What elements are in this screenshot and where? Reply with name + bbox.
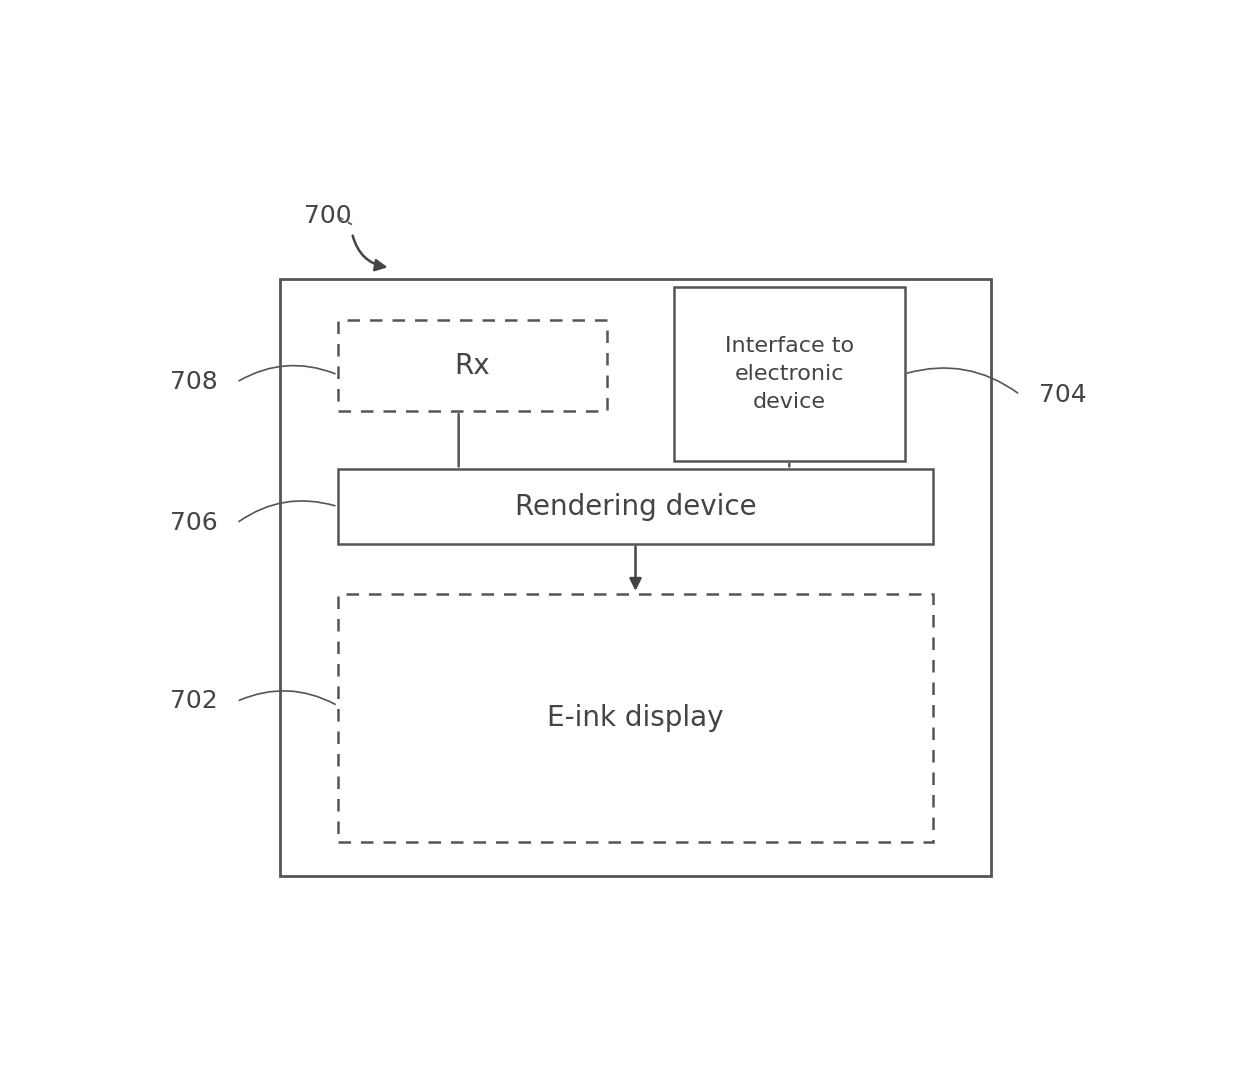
Text: 700: 700: [304, 205, 352, 228]
Text: 706: 706: [170, 512, 217, 535]
Text: 704: 704: [1039, 382, 1087, 407]
Text: Rx: Rx: [454, 351, 490, 379]
Text: 702: 702: [170, 689, 217, 713]
Text: 708: 708: [170, 370, 217, 394]
Bar: [280, 279, 991, 876]
Bar: [337, 593, 934, 842]
Text: E-ink display: E-ink display: [547, 704, 724, 732]
Text: Rendering device: Rendering device: [515, 492, 756, 520]
Bar: [675, 286, 905, 461]
Text: Interface to
electronic
device: Interface to electronic device: [724, 336, 854, 411]
Bar: [337, 470, 934, 544]
Bar: [337, 320, 606, 411]
